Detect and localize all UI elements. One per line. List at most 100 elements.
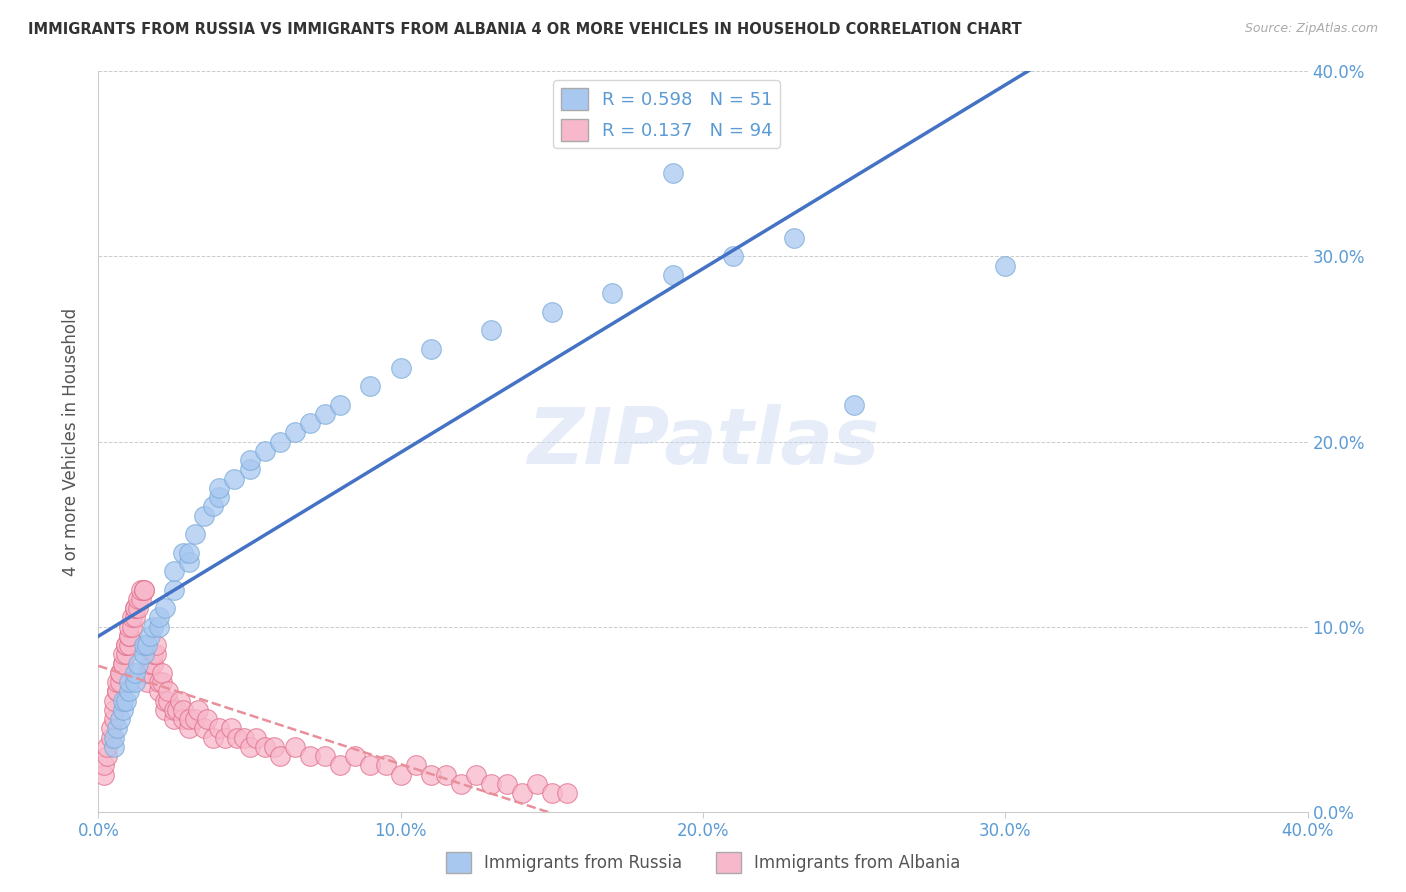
Point	[314, 749, 336, 764]
Point	[465, 767, 488, 781]
Point	[108, 712, 131, 726]
Point	[139, 665, 162, 680]
Point	[105, 675, 128, 690]
Point	[193, 722, 215, 736]
Point	[129, 591, 152, 606]
Point	[420, 342, 443, 356]
Point	[187, 703, 209, 717]
Point	[360, 379, 382, 393]
Point	[450, 777, 472, 791]
Point	[184, 712, 207, 726]
Point	[118, 629, 141, 643]
Point	[179, 712, 201, 726]
Point	[156, 684, 179, 698]
Point	[221, 722, 243, 736]
Legend: R = 0.598   N = 51, R = 0.137   N = 94: R = 0.598 N = 51, R = 0.137 N = 94	[554, 80, 780, 148]
Point	[100, 722, 122, 736]
Point	[193, 508, 215, 523]
Point	[145, 638, 167, 652]
Point	[156, 694, 179, 708]
Point	[239, 453, 262, 467]
Point	[163, 703, 186, 717]
Point	[121, 619, 143, 633]
Point	[526, 777, 548, 791]
Point	[100, 731, 122, 745]
Point	[121, 610, 143, 624]
Point	[269, 749, 291, 764]
Point	[299, 749, 322, 764]
Point	[284, 425, 307, 440]
Point	[481, 777, 503, 791]
Point	[195, 712, 218, 726]
Point	[111, 657, 134, 671]
Point	[226, 731, 249, 745]
Point	[269, 434, 291, 449]
Point	[111, 694, 134, 708]
Point	[132, 582, 155, 597]
Point	[127, 657, 149, 671]
Point	[111, 703, 134, 717]
Point	[103, 731, 125, 745]
Point	[179, 722, 201, 736]
Point	[114, 638, 136, 652]
Point	[374, 758, 396, 772]
Point	[245, 731, 267, 745]
Legend: Immigrants from Russia, Immigrants from Albania: Immigrants from Russia, Immigrants from …	[439, 846, 967, 880]
Point	[389, 767, 412, 781]
Point	[103, 712, 125, 726]
Point	[239, 462, 262, 476]
Point	[208, 722, 231, 736]
Point	[93, 767, 115, 781]
Point	[389, 360, 412, 375]
Point	[148, 675, 170, 690]
Point	[118, 675, 141, 690]
Point	[105, 684, 128, 698]
Point	[148, 610, 170, 624]
Point	[163, 712, 186, 726]
Point	[420, 767, 443, 781]
Point	[124, 665, 146, 680]
Point	[108, 675, 131, 690]
Point	[132, 648, 155, 662]
Point	[103, 703, 125, 717]
Point	[202, 500, 225, 514]
Point	[114, 694, 136, 708]
Point	[540, 305, 562, 319]
Point	[783, 231, 806, 245]
Point	[118, 629, 141, 643]
Text: Source: ZipAtlas.com: Source: ZipAtlas.com	[1244, 22, 1378, 36]
Point	[108, 665, 131, 680]
Point	[145, 648, 167, 662]
Point	[723, 250, 745, 264]
Point	[153, 601, 176, 615]
Point	[118, 619, 141, 633]
Point	[239, 739, 262, 754]
Point	[179, 555, 201, 569]
Point	[434, 767, 457, 781]
Point	[132, 582, 155, 597]
Point	[132, 638, 155, 652]
Point	[661, 166, 683, 180]
Y-axis label: 4 or more Vehicles in Household: 4 or more Vehicles in Household	[62, 308, 80, 575]
Point	[135, 675, 157, 690]
Point	[253, 739, 276, 754]
Point	[103, 694, 125, 708]
Point	[150, 675, 173, 690]
Point	[163, 564, 186, 578]
Point	[114, 648, 136, 662]
Point	[481, 324, 503, 338]
Point	[208, 481, 231, 495]
Point	[344, 749, 367, 764]
Point	[111, 657, 134, 671]
Point	[124, 601, 146, 615]
Point	[118, 684, 141, 698]
Point	[360, 758, 382, 772]
Point	[495, 777, 517, 791]
Point	[105, 684, 128, 698]
Point	[202, 731, 225, 745]
Point	[994, 259, 1017, 273]
Point	[96, 739, 118, 754]
Point	[179, 545, 201, 560]
Point	[172, 703, 194, 717]
Point	[214, 731, 236, 745]
